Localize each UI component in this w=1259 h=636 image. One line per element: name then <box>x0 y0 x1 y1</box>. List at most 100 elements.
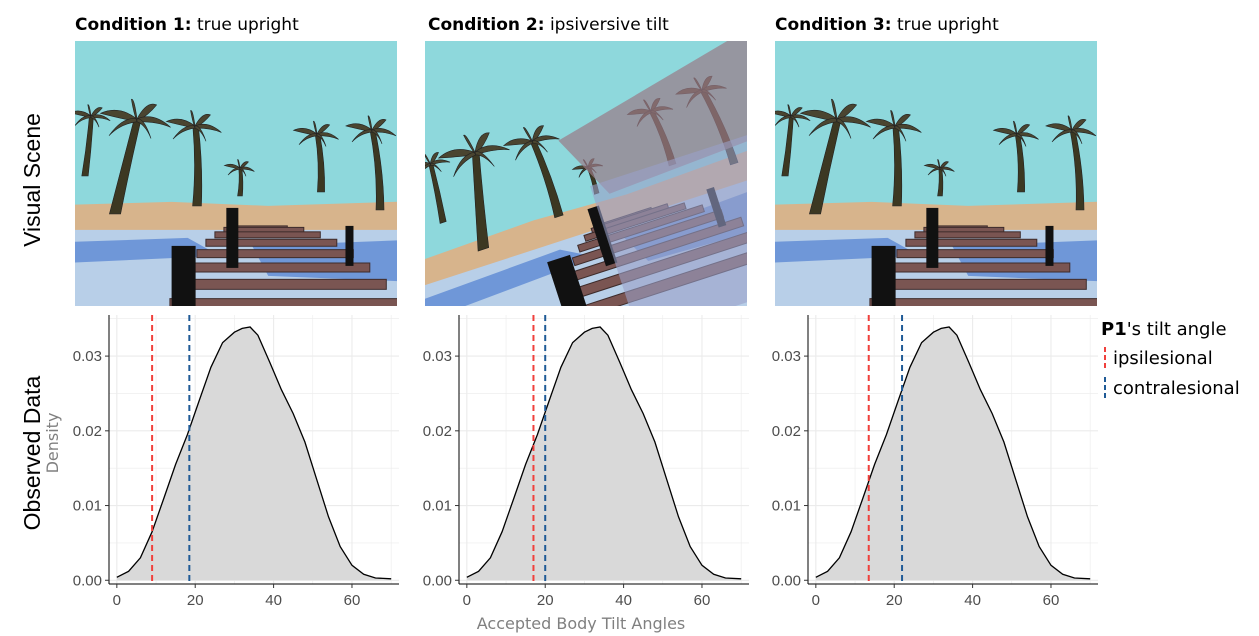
palm-frond <box>313 120 318 136</box>
palm-frond <box>1013 120 1018 136</box>
palm-frond <box>890 110 896 129</box>
dock-post <box>226 207 239 268</box>
palm-frond <box>190 110 196 129</box>
dock-plank <box>869 298 1097 306</box>
x-tick-label: 60 <box>694 592 711 609</box>
palm-frond <box>371 128 397 137</box>
palm-frond <box>522 127 534 144</box>
palm-frond <box>1067 115 1073 133</box>
y-tick-label: 0.00 <box>772 572 801 589</box>
palm-frond <box>172 125 196 140</box>
density-chart-1: 0.00 0.01 0.02 0.03 0 20 40 60 <box>73 315 399 609</box>
palm-frond <box>790 114 811 121</box>
palm-frond <box>894 123 922 133</box>
x-tick-label: 20 <box>187 592 204 609</box>
palm-frond <box>298 133 318 145</box>
dock-post <box>1045 225 1054 266</box>
palm-frond <box>474 145 510 156</box>
water-shade <box>425 249 597 306</box>
palm-frond <box>836 116 871 128</box>
legend-title: P1's tilt angle <box>1101 319 1227 340</box>
dock-post <box>587 205 618 267</box>
density-chart-2: 0.00 0.01 0.02 0.03 0 20 40 60 <box>423 315 749 609</box>
scene-content <box>775 41 1097 306</box>
palm-frond <box>775 115 792 126</box>
palm-frond <box>939 166 955 172</box>
dock-plank <box>205 238 338 247</box>
dock-plank <box>878 278 1087 290</box>
y-tick-label: 0.01 <box>423 498 452 515</box>
density-area <box>815 327 1091 581</box>
palm-frond <box>425 163 432 178</box>
dock-post <box>926 207 939 268</box>
palm-frond <box>1051 129 1073 143</box>
palm-frond <box>227 167 241 176</box>
x-tick-label: 40 <box>265 592 282 609</box>
palm-frond <box>429 159 451 166</box>
x-tick-label: 60 <box>344 592 361 609</box>
y-tick-label: 0.03 <box>772 348 801 365</box>
dock-plank <box>214 231 321 239</box>
y-tick-label: 0.00 <box>73 572 102 589</box>
palm-frond <box>790 115 800 128</box>
palm-frond <box>831 98 838 122</box>
palm-frond <box>531 140 548 153</box>
y-tick-label: 0.03 <box>423 348 452 365</box>
palm-frond <box>1071 128 1097 137</box>
palm-frond <box>239 167 247 177</box>
palm-frond <box>87 104 92 118</box>
panel-title-2-rest: ipsiversive tilt <box>545 15 670 35</box>
palm-frond <box>239 166 255 172</box>
panel-title-3-bold: Condition 3: <box>775 15 892 35</box>
palm-frond <box>836 118 852 139</box>
palm-frond <box>937 159 941 170</box>
legend-label-contralesional: contralesional <box>1113 378 1240 399</box>
scene-image-3 <box>775 41 1097 306</box>
x-tick-label: 0 <box>113 592 121 609</box>
density-curve <box>466 326 742 580</box>
palm-frond <box>316 132 339 140</box>
y-axis-title: Density <box>43 413 62 474</box>
panel-title-3-rest: true upright <box>892 15 1000 35</box>
palm-frond <box>998 133 1018 145</box>
palm-frond <box>367 115 373 133</box>
panel-title-1-rest: true upright <box>192 15 300 35</box>
legend-label-ipsilesional: ipsilesional <box>1113 348 1213 369</box>
panel-title-1: Condition 1: true upright <box>75 15 299 35</box>
y-tick-label: 0.02 <box>772 423 801 440</box>
palm-frond <box>425 153 432 166</box>
palm-frond <box>1016 133 1027 147</box>
palm-frond <box>453 151 477 177</box>
palm-frond <box>474 151 495 167</box>
dock-plank <box>196 249 354 259</box>
palm-frond <box>371 129 383 145</box>
palm-frond <box>90 115 100 128</box>
x-tick-label: 40 <box>964 592 981 609</box>
dock-plank <box>178 278 387 290</box>
dock-plank <box>169 298 397 306</box>
x-tick-label: 20 <box>537 592 554 609</box>
dock-plank <box>187 262 371 273</box>
scene-content <box>75 41 397 306</box>
palm-frond <box>1016 132 1039 140</box>
legend-title-prefix: P1 <box>1101 319 1127 340</box>
palm-frond <box>316 133 327 147</box>
y-tick-label: 0.03 <box>73 348 102 365</box>
palm-frond <box>75 115 92 126</box>
palm-frond <box>429 162 442 172</box>
palm-frond <box>108 118 138 136</box>
palm-frond <box>939 167 947 177</box>
palm-frond <box>131 98 138 122</box>
legend-title-suffix: 's tilt angle <box>1127 319 1227 340</box>
panel-title-2-bold: Condition 2: <box>428 15 545 35</box>
y-tick-label: 0.00 <box>423 572 452 589</box>
y-tick-label: 0.01 <box>772 498 801 515</box>
x-tick-label: 60 <box>1043 592 1060 609</box>
dock-plank <box>914 231 1021 239</box>
palm-frond <box>90 114 111 121</box>
panel-title-2: Condition 2: ipsiversive tilt <box>428 15 669 35</box>
dock-plank <box>896 249 1054 259</box>
density-curve <box>815 326 1091 580</box>
y-tick-label: 0.01 <box>73 498 102 515</box>
